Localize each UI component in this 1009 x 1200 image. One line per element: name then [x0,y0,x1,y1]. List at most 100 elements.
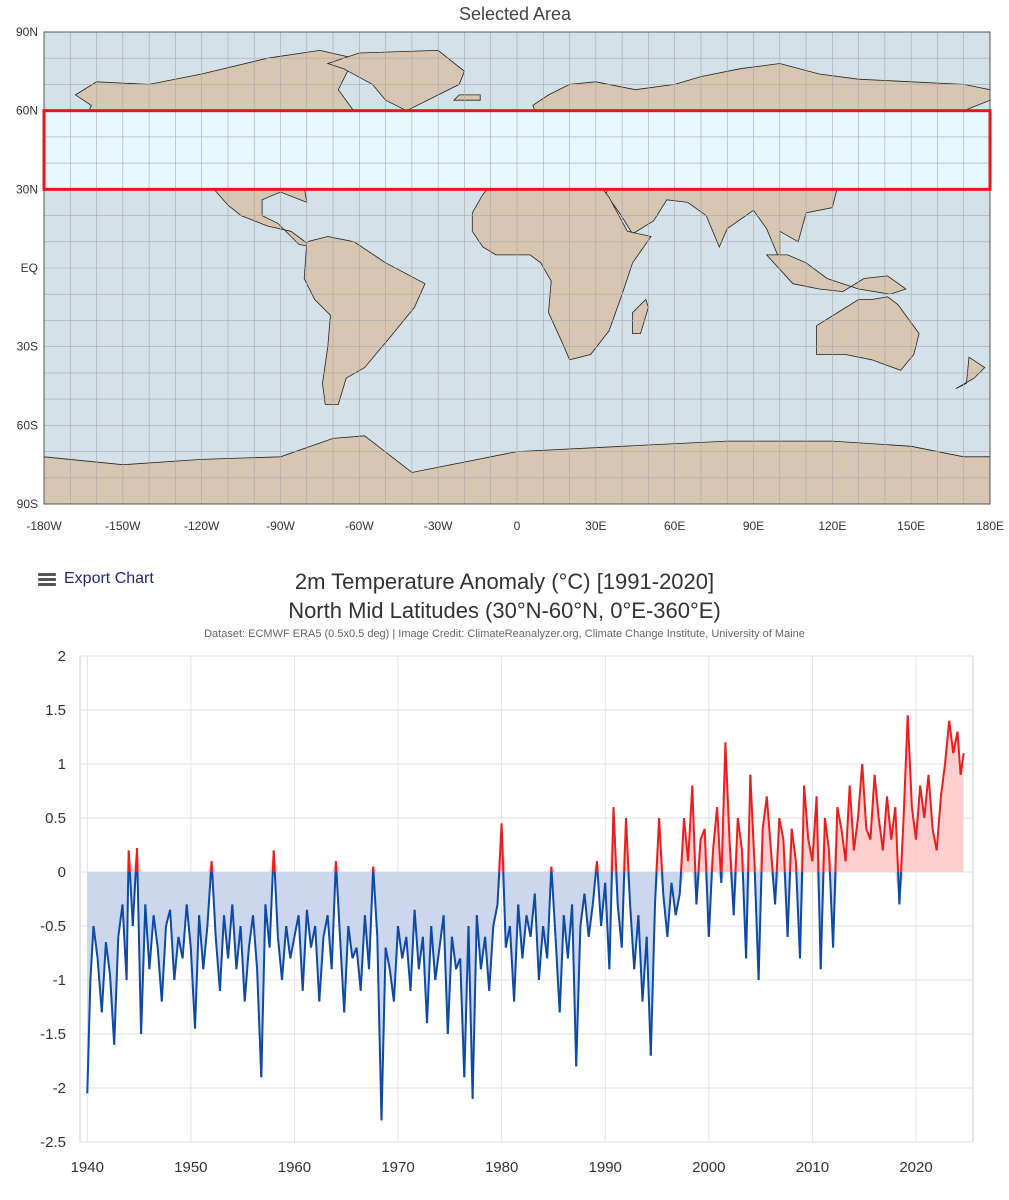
land-greenland [326,49,465,112]
series-segment [627,871,632,905]
map-lat-label: 90N [16,25,38,39]
series-segment [289,936,296,959]
series-segment [326,915,333,970]
series-segment [927,774,934,829]
series-segment [525,915,532,937]
series-segment [479,936,487,970]
series-segment [484,936,491,991]
series-segment [645,936,652,1056]
series-segment [778,817,785,840]
series-segment [247,915,254,948]
series-segment [405,936,412,991]
series-segment [719,871,723,883]
series-segment [181,904,188,959]
series-segment [185,904,192,948]
y-tick-label: 1.5 [45,702,66,719]
series-segment [840,828,847,862]
series-segment [736,817,743,851]
series-segment [218,915,225,991]
series-segment [697,839,702,873]
series-segment [881,796,888,851]
x-tick-label: 1940 [71,1159,104,1176]
series-segment [502,871,507,948]
series-segment [492,904,499,927]
series-segment [301,909,308,991]
series-segment [500,823,505,873]
series-segment [446,936,453,1035]
series-segment [210,861,214,873]
series-segment [720,742,727,873]
series-segment [923,774,930,819]
series-segment [571,904,578,1067]
series-segment [906,715,913,808]
x-tick-label: 1980 [485,1159,518,1176]
series-segment [919,785,926,819]
series-segment [633,915,640,970]
series-segment [156,947,163,1002]
series-segment [595,861,599,873]
series-segment [712,807,719,851]
series-segment [822,817,826,873]
series-segment [707,871,713,937]
series-segment [815,796,820,873]
series-segment [939,763,946,797]
series-segment [591,871,597,905]
series-segment [455,958,462,970]
series-segment [194,915,201,1029]
series-segment [741,850,744,873]
series-segment [865,828,872,840]
series-segment [268,871,274,948]
x-tick-label: 1970 [381,1159,414,1176]
y-tick-label: 0.5 [45,810,66,827]
map-lon-labels: -180W -150W -120W -90W -60W -30W 0 30E 60E 90E 120… [26,519,1004,533]
series-segment [109,974,116,1045]
series-segment [202,925,209,970]
series-segment [623,817,627,873]
series-segment [134,848,138,873]
map-lon-label: 60E [664,519,685,533]
series-segment [372,871,379,937]
series-segment [318,936,325,1002]
series-segment [239,925,246,1002]
series-segment [775,817,781,873]
series-segment [848,785,855,851]
series-segment [384,947,391,970]
series-segment [680,817,685,873]
series-segment [235,925,242,970]
series-segment [610,807,615,873]
y-tick-label: -1 [53,972,66,989]
y-tick-label: -2.5 [40,1134,66,1151]
series-segment [198,915,205,970]
series-segment [894,807,900,873]
series-segment [596,871,603,927]
series-segment [734,817,739,873]
series-segment [276,936,283,981]
series-segment [753,871,760,981]
land-iceland [452,94,481,101]
series-segment [273,871,279,937]
series-segment [100,942,107,1013]
series-segment [310,925,317,948]
series-segment [334,861,338,873]
series-segment [177,936,184,959]
series-segment [760,828,764,873]
series-segment [438,915,445,948]
series-segment [131,871,137,927]
chart-title: 2m Temperature Anomaly (°C) [1991-2020] [294,569,715,594]
export-chart-button[interactable]: Export Chart [38,570,154,588]
chart-lines [86,715,965,1121]
series-segment [931,828,938,851]
series-segment [546,871,553,959]
series-segment [363,915,370,970]
y-tick-label: 1 [58,756,66,773]
series-segment [488,925,495,991]
series-segment [790,828,797,862]
series-segment [322,915,329,937]
series-segment [504,925,511,948]
selected-area-map: Selected Area 90N 60N 30N EQ 30S 60S 90S -180W… [0,0,1009,545]
series-segment [231,904,238,970]
series-segment [165,909,172,927]
series-segment [533,893,540,981]
series-segment [152,915,159,948]
series-segment [413,909,420,970]
